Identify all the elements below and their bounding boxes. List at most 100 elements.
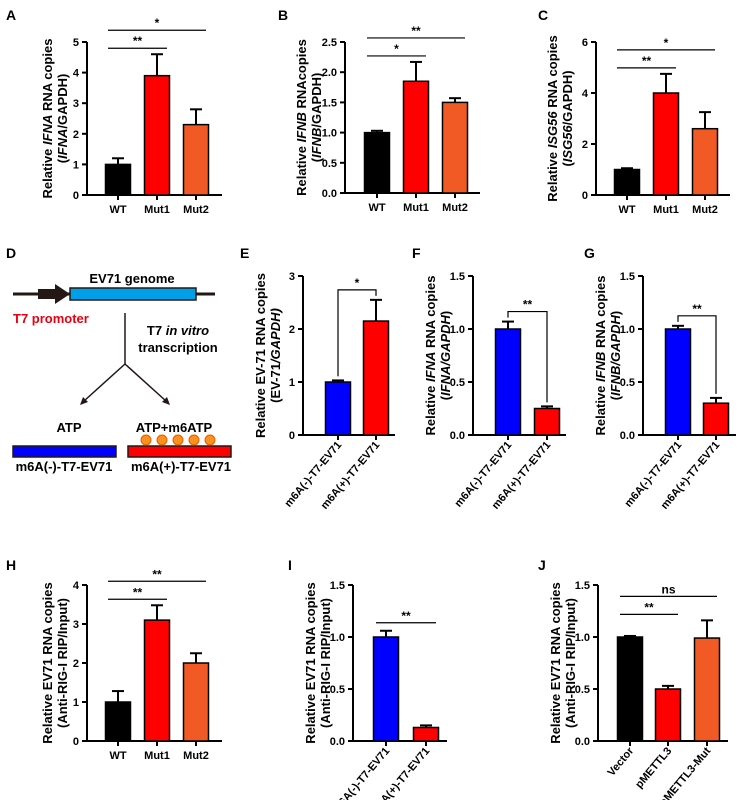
y-tick-label: 1.0: [450, 324, 465, 336]
y-tick-label: 1: [73, 159, 79, 171]
significance-label: **: [401, 609, 411, 623]
x-tick-label: WT: [109, 204, 126, 216]
y-axis-label-part: Relative EV71 RNA copies: [303, 582, 318, 743]
arrow-left: [83, 363, 126, 402]
y-axis-label: (IFNA/GAPDH): [438, 311, 453, 401]
y-axis-label-part: (: [560, 162, 575, 167]
panel-label: J: [538, 557, 546, 573]
bar-m6A(-)-T7-EV71: [324, 381, 352, 436]
panel-label: F: [412, 245, 421, 261]
bar-Mut1: [143, 74, 171, 196]
y-axis-label-part: RNA copies: [40, 39, 55, 115]
bar-m6A(+)-T7-EV71: [412, 726, 440, 742]
y-tick-label: 2: [73, 658, 79, 670]
y-axis-label-part: (: [268, 398, 283, 403]
bar-m6A(-)-T7-EV71: [372, 636, 400, 742]
bar-Mut2: [182, 123, 210, 196]
bar-Mut2: [182, 662, 210, 742]
bar-WT: [363, 131, 391, 194]
y-tick-label: 2: [289, 324, 295, 336]
bar-WT: [613, 168, 641, 196]
y-tick-label: 1: [73, 697, 79, 709]
panel-label: H: [6, 557, 16, 573]
significance-bracket: [507, 310, 548, 403]
m6a-dot-icon: [156, 434, 168, 446]
y-tick-label: 0: [73, 736, 79, 748]
t7-promoter-arrow-icon: [38, 284, 70, 304]
y-axis-label-part: IFNA: [55, 129, 70, 159]
transcription-label-1: T7 in vitro: [147, 323, 209, 338]
significance-label: **: [133, 585, 143, 599]
significance-label: **: [644, 600, 654, 614]
panel-label: I: [288, 557, 292, 573]
y-axis-label-part: /GAPDH): [309, 73, 324, 128]
y-tick-label: 4: [73, 580, 80, 592]
m6a-dot-icon: [204, 434, 216, 446]
y-axis-label: (Anti-RIG-I RIP/Input): [55, 598, 70, 728]
m6a-negative-rna-bar: [12, 445, 117, 458]
panel-b: B 0.0 0.5 1.0 1.5 2.0 2.5 Relative IFNB RNAcopi…: [278, 7, 480, 214]
bar-m6A(+)-T7-EV71: [702, 402, 730, 436]
significance-bracket: [337, 289, 377, 377]
arrowhead-right-icon: [162, 397, 170, 405]
significance-label: **: [133, 34, 143, 48]
y-axis-label-part: ): [608, 311, 623, 315]
y-tick-label: 2: [582, 139, 588, 151]
significance-label: *: [155, 16, 160, 30]
y-axis-label-part: Relative: [423, 382, 438, 435]
y-tick-label: 1.0: [620, 324, 635, 336]
y-tick-label: 2.0: [322, 67, 337, 79]
panel-label: E: [240, 245, 249, 261]
y-tick-label: 1.5: [330, 580, 345, 592]
y-tick-label: 0.5: [322, 158, 337, 170]
y-axis-label-part: IFNB: [294, 112, 309, 142]
y-axis-label-part: Relative EV71 RNA copies: [548, 582, 563, 743]
y-tick-label: 0.0: [575, 736, 590, 748]
y-tick-label: 2.5: [322, 37, 337, 49]
m6a-positive-rna-bar: [127, 445, 232, 458]
panel-h: H 0 1 2 3 4 Relative EV71 RNA copies (Anti-RIG-…: [6, 557, 222, 762]
significance-bracket: [677, 315, 717, 394]
y-axis-label-part: (Anti-RIG-I RIP/Input): [563, 598, 578, 728]
y-axis-label-part: Relative EV-71 RNA copies: [253, 273, 268, 438]
atp-label: ATP: [56, 420, 81, 435]
y-tick-label: 1.0: [322, 128, 337, 140]
transcription-label-2: transcription: [138, 340, 218, 355]
y-axis-label-part: (: [55, 158, 70, 163]
bar-m6A(+)-T7-EV71: [533, 407, 561, 436]
y-axis-label-part: (: [438, 395, 453, 400]
y-axis-label-part: RNA copies: [423, 276, 438, 352]
y-tick-label: 0.0: [620, 430, 635, 442]
bar-pMETTL3: [654, 688, 682, 742]
atp-m6atp-label: ATP+m6ATP: [136, 420, 213, 435]
y-axis-label-part: ISG56: [560, 125, 575, 163]
x-tick-label: Vector: [605, 745, 636, 779]
x-tick-label: WT: [618, 204, 635, 216]
y-tick-label: 2: [73, 129, 79, 141]
significance-label: ns: [661, 582, 675, 596]
x-tick-label: Mut1: [653, 204, 679, 216]
y-tick-label: 0.0: [450, 430, 465, 442]
m6a-dot-icon: [188, 434, 200, 446]
significance-label: **: [411, 24, 421, 38]
x-tick-label: WT: [109, 750, 126, 762]
y-axis-label: Relative IFNB RNA copies: [593, 276, 608, 436]
panel-label: C: [538, 7, 548, 23]
y-tick-label: 1.5: [322, 97, 337, 109]
y-axis-label: (EV-71/GAPDH): [268, 308, 283, 403]
y-axis-label-part: ISG56: [545, 111, 560, 149]
y-tick-label: 0.5: [620, 377, 635, 389]
y-axis-label: Relative EV71 RNA copies: [40, 582, 55, 743]
y-axis-label: (Anti-RIG-I RIP/Input): [563, 598, 578, 728]
y-tick-label: 0: [289, 430, 295, 442]
x-tick-label: Mut2: [442, 202, 468, 214]
significance-label: **: [642, 54, 652, 68]
y-tick-label: 4: [582, 88, 589, 100]
x-tick-label: WT: [368, 202, 385, 214]
genome-label: EV71 genome: [89, 271, 174, 286]
y-axis-label-part: IFNB: [309, 128, 324, 158]
significance-label: **: [152, 567, 162, 581]
left-product-label: m6A(-)-T7-EV71: [16, 459, 113, 474]
y-axis-label-part: (Anti-RIG-I RIP/Input): [318, 598, 333, 728]
y-axis-label-part: IFNB: [593, 352, 608, 382]
